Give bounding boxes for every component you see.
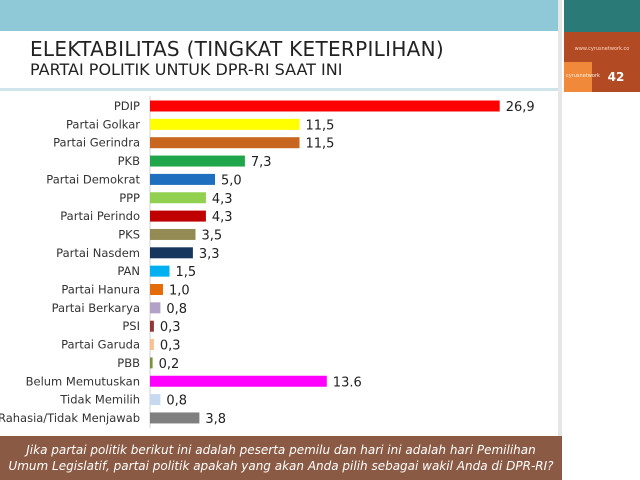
category-label: PBB [117,356,140,370]
category-label: Partai Garuda [61,338,140,352]
value-label: 3,5 [202,228,223,243]
value-label: 11,5 [306,137,335,152]
value-label: 7,3 [251,155,272,170]
bar [150,210,206,222]
bar [150,173,215,185]
value-label: 4,3 [212,192,233,207]
category-label: Partai Berkarya [52,301,140,315]
bar [150,357,153,369]
bar [150,394,161,406]
site-url: www.cyrusnetwork.co [574,46,630,52]
value-label: 3,3 [199,247,220,262]
category-label: PPP [119,191,140,205]
bar [150,192,206,204]
question-line-2: Umum Legislatif, partai politik apakah y… [8,459,554,473]
category-label: Partai Perindo [60,209,140,223]
value-label: 4,3 [212,210,233,225]
value-label: 0,3 [160,339,181,354]
category-label: PKS [118,227,140,241]
value-label: 0,2 [159,357,180,372]
category-label: Partai Golkar [66,117,140,131]
bar [150,137,300,149]
bars-group: PDIP 26,9 Partai Golkar 11,5 Partai Gerindra… [0,99,535,427]
category-label: Rahasia/Tidak Menjawab [0,411,140,425]
page-number: 42 [607,70,625,84]
category-label: Belum Memutuskan [26,374,140,388]
bar-chart: PDIP 26,9 Partai Golkar 11,5 Partai Gerindra… [0,96,535,428]
value-label: 0,8 [166,394,187,409]
bar [150,155,245,167]
bar [150,302,161,314]
page-title: ELEKTABILITAS (TINGKAT KETERPILIHAN) [30,37,445,61]
bar [150,118,300,130]
question-text: Jika partai politik berikut ini adalah p… [0,442,562,474]
value-label: 1,5 [176,265,197,280]
value-label: 3,8 [205,412,226,427]
bar [150,412,200,424]
value-label: 13.6 [333,375,362,390]
bar [150,247,193,259]
value-label: 1,0 [169,284,190,299]
question-line-1: Jika partai politik berikut ini adalah p… [26,443,536,457]
category-label: Partai Nasdem [56,246,140,260]
title-divider [0,88,558,91]
side-divider [558,0,562,480]
top-banner [0,0,558,31]
category-label: PDIP [114,99,140,113]
bar [150,265,170,277]
category-label: Tidak Memilih [59,393,140,407]
bar [150,284,163,295]
value-label: 5,0 [221,173,242,188]
category-label: Partai Demokrat [46,172,140,186]
category-label: Partai Gerindra [53,136,140,150]
brand-logo-block [564,62,592,92]
value-label: 0,3 [160,320,181,335]
bar [150,100,500,112]
page-subtitle: PARTAI POLITIK UNTUK DPR-RI SAAT INI [30,60,343,79]
category-label: PKB [118,154,140,168]
bar [150,228,196,240]
corner-block-teal [564,0,640,32]
category-label: PAN [117,264,140,278]
category-label: PSI [122,319,140,333]
footer-band [0,436,562,480]
bar [150,320,154,332]
category-label: Partai Hanura [61,283,140,297]
value-label: 26,9 [506,100,535,115]
bar [150,339,154,351]
brand-logo: cyrusnetwork [566,73,600,79]
value-label: 11,5 [306,118,335,133]
bar [150,375,327,387]
value-label: 0,8 [166,302,187,317]
